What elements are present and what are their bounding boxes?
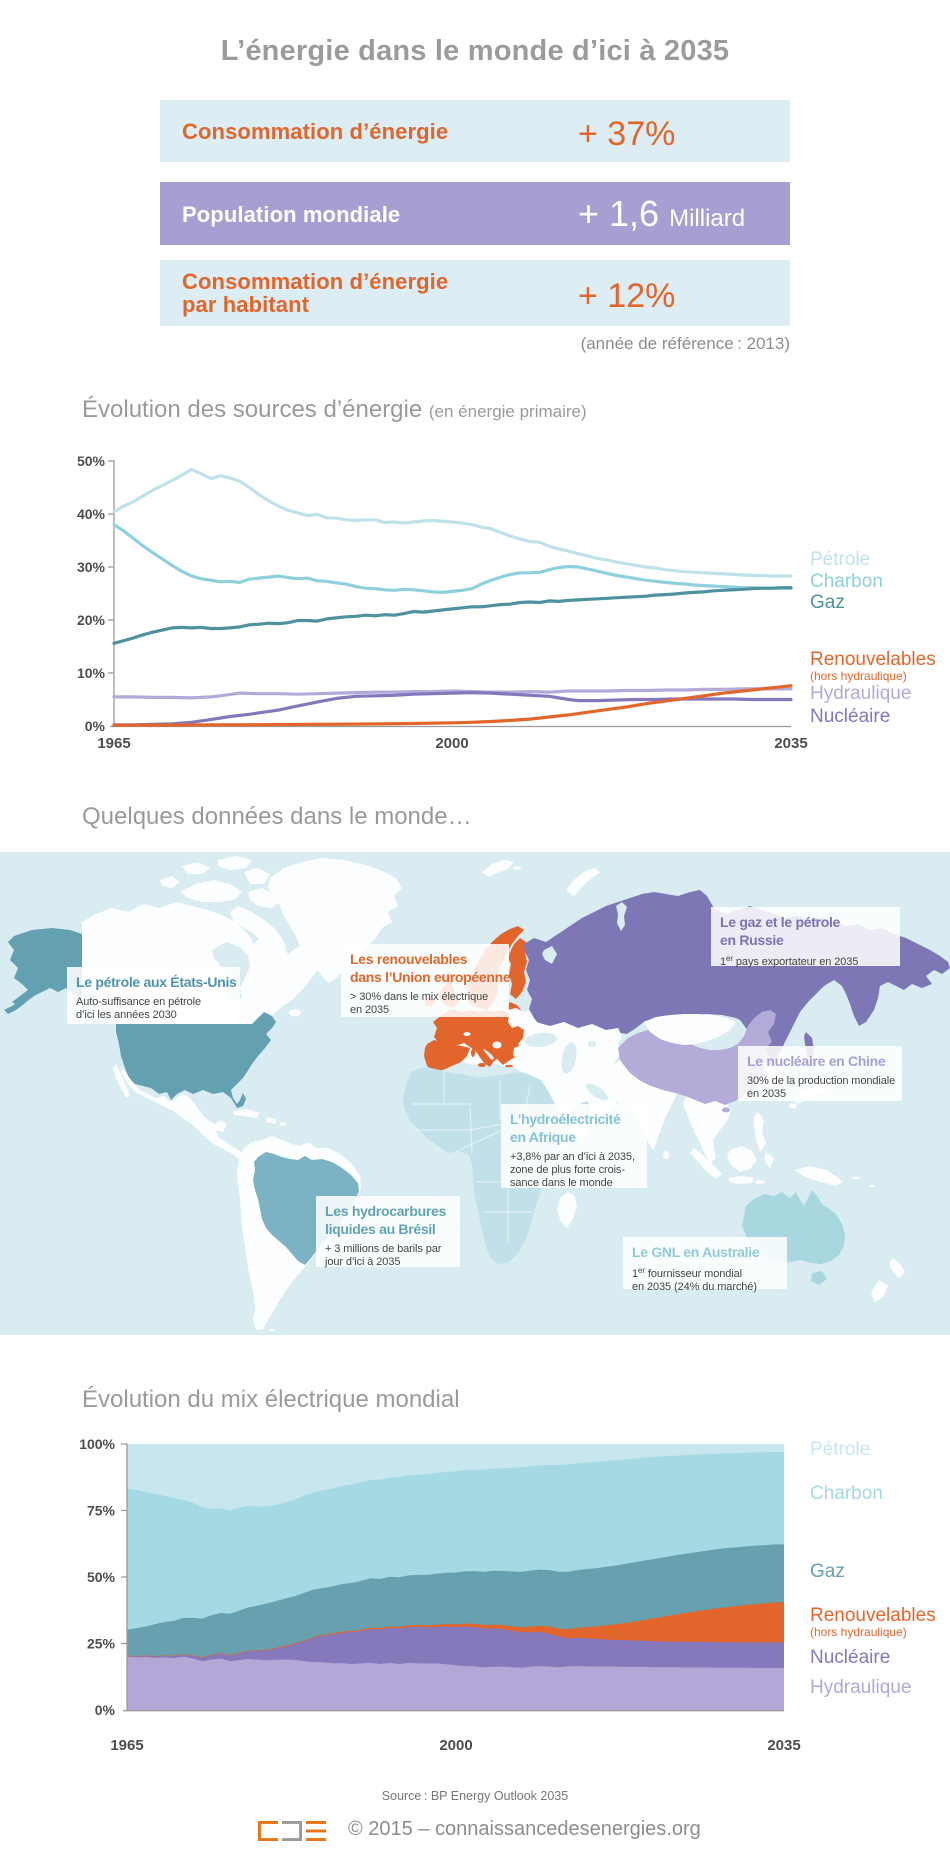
svg-text:1965: 1965 [97,735,130,752]
svg-text:2000: 2000 [439,1737,472,1754]
svg-text:25%: 25% [87,1636,116,1652]
svg-text:20%: 20% [77,612,106,628]
svg-text:Pétrole: Pétrole [810,549,870,570]
svg-text:50%: 50% [87,1569,116,1585]
svg-text:75%: 75% [87,1503,116,1519]
svg-text:(hors hydraulique): (hors hydraulique) [810,1625,907,1639]
svg-text:100%: 100% [79,1436,115,1452]
svg-text:Renouvelables: Renouvelables [810,649,936,670]
svg-text:50%: 50% [77,453,106,469]
svg-text:0%: 0% [85,718,106,734]
svg-text:30%: 30% [77,559,106,575]
svg-text:2000: 2000 [435,735,468,752]
svg-text:1965: 1965 [110,1737,143,1754]
svg-text:Gaz: Gaz [810,1561,845,1582]
svg-text:10%: 10% [77,665,106,681]
svg-text:Charbon: Charbon [810,1483,883,1504]
svg-text:40%: 40% [77,506,106,522]
svg-text:2035: 2035 [774,735,807,752]
svg-text:Pétrole: Pétrole [810,1439,870,1460]
svg-text:Nucléaire: Nucléaire [810,1647,890,1668]
svg-text:Hydraulique: Hydraulique [810,1677,911,1698]
svg-text:Renouvelables: Renouvelables [810,1605,936,1626]
svg-text:Nucléaire: Nucléaire [810,706,890,727]
svg-text:2035: 2035 [767,1737,800,1754]
svg-text:Hydraulique: Hydraulique [810,683,911,704]
svg-text:Gaz: Gaz [810,592,845,613]
svg-text:(hors hydraulique): (hors hydraulique) [810,669,907,683]
svg-text:0%: 0% [95,1702,116,1718]
svg-text:Charbon: Charbon [810,571,883,592]
